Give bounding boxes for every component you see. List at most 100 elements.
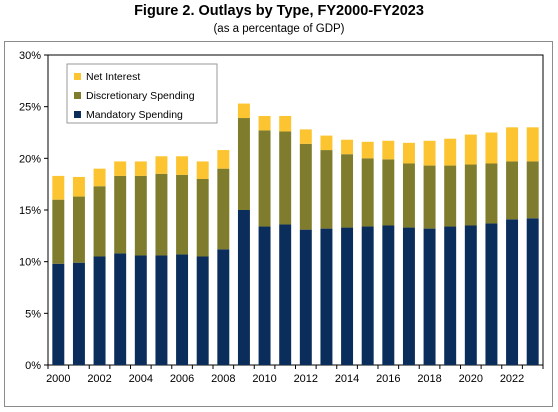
x-tick-label: 2006 <box>170 373 194 385</box>
x-tick-label: 2018 <box>417 373 441 385</box>
bar-discretionary-spending-2012 <box>299 143 312 230</box>
bar-discretionary-spending-2005 <box>155 173 168 256</box>
bar-net-interest-2008 <box>217 150 230 169</box>
bar-net-interest-2002 <box>93 168 106 187</box>
x-tick-label: 2014 <box>335 373 359 385</box>
bar-discretionary-spending-2007 <box>196 179 209 257</box>
bar-net-interest-2018 <box>423 140 436 166</box>
bar-net-interest-2000 <box>52 175 65 200</box>
bar-discretionary-spending-2018 <box>423 165 436 229</box>
legend-box <box>66 63 218 124</box>
bar-mandatory-spending-2006 <box>176 254 189 365</box>
x-tick-label: 2008 <box>211 373 235 385</box>
bar-discretionary-spending-2020 <box>464 164 477 226</box>
bar-mandatory-spending-2001 <box>72 262 85 365</box>
bar-discretionary-spending-2008 <box>217 168 230 250</box>
bar-net-interest-2022 <box>506 127 519 162</box>
y-tick-label: 25% <box>19 102 41 114</box>
bar-discretionary-spending-2016 <box>382 159 395 226</box>
bar-mandatory-spending-2021 <box>485 223 498 365</box>
chart-subtitle: (as a percentage of GDP) <box>213 23 345 35</box>
x-tick-label: 2020 <box>459 373 483 385</box>
bar-net-interest-2005 <box>155 156 168 174</box>
y-tick-label: 10% <box>19 257 41 269</box>
x-tick-label: 2002 <box>87 373 111 385</box>
bar-discretionary-spending-2019 <box>444 165 457 227</box>
chart-frame: 0% 5% 10% 15% 20% 25% 30% 2000 2002 2004 2006 2008 2… <box>4 41 553 407</box>
bar-mandatory-spending-2018 <box>423 228 436 365</box>
bar-mandatory-spending-2016 <box>382 225 395 365</box>
bar-net-interest-2009 <box>237 103 250 119</box>
y-tick-label: 5% <box>25 308 41 320</box>
bar-discretionary-spending-2013 <box>320 150 333 229</box>
bar-net-interest-2001 <box>72 176 85 197</box>
bar-discretionary-spending-2022 <box>506 161 519 220</box>
bar-mandatory-spending-2005 <box>155 255 168 365</box>
bar-mandatory-spending-2014 <box>341 227 354 365</box>
x-tick-label: 2016 <box>376 373 400 385</box>
bar-mandatory-spending-2007 <box>196 256 209 365</box>
x-tick-label: 2022 <box>500 373 524 385</box>
bar-mandatory-spending-2022 <box>506 219 519 365</box>
bar-mandatory-spending-2019 <box>444 226 457 365</box>
bar-net-interest-2013 <box>320 135 333 151</box>
bar-net-interest-2011 <box>279 115 292 132</box>
bar-mandatory-spending-2011 <box>279 224 292 365</box>
chart-title: Figure 2. Outlays by Type, FY2000-FY2023 <box>134 3 424 19</box>
bar-net-interest-2019 <box>444 138 457 166</box>
legend-swatch-discretionary-spending <box>74 92 81 99</box>
bar-net-interest-2006 <box>176 156 189 175</box>
bar-discretionary-spending-2000 <box>52 199 65 264</box>
bar-discretionary-spending-2009 <box>237 118 250 210</box>
bar-net-interest-2004 <box>134 161 147 176</box>
legend-swatch-mandatory-spending <box>74 111 81 118</box>
bar-discretionary-spending-2015 <box>361 158 374 227</box>
legend-swatch-net-interest <box>74 73 81 80</box>
bar-net-interest-2016 <box>382 140 395 160</box>
legend-label-mandatory-spending: Mandatory Spending <box>86 109 183 121</box>
bar-mandatory-spending-2012 <box>299 229 312 365</box>
bar-discretionary-spending-2003 <box>114 175 127 254</box>
legend-label-net-interest: Net Interest <box>86 71 140 83</box>
bar-net-interest-2007 <box>196 161 209 179</box>
y-tick-label: 20% <box>19 153 41 165</box>
legend-label-discretionary-spending: Discretionary Spending <box>86 90 195 102</box>
y-tick-label: 0% <box>25 360 41 372</box>
bar-mandatory-spending-2020 <box>464 225 477 365</box>
bar-mandatory-spending-2009 <box>237 210 250 365</box>
bar-mandatory-spending-2004 <box>134 255 147 365</box>
x-tick-label: 2000 <box>46 373 70 385</box>
y-tick-label: 15% <box>19 205 41 217</box>
bar-net-interest-2023 <box>526 127 539 162</box>
bar-mandatory-spending-2002 <box>93 256 106 365</box>
bar-mandatory-spending-2023 <box>526 218 539 365</box>
bar-net-interest-2012 <box>299 129 312 144</box>
y-tick-label: 30% <box>19 50 41 62</box>
bar-mandatory-spending-2000 <box>52 263 65 365</box>
x-tick-label: 2004 <box>129 373 153 385</box>
bar-discretionary-spending-2021 <box>485 163 498 224</box>
bar-discretionary-spending-2006 <box>176 174 189 255</box>
bar-mandatory-spending-2008 <box>217 249 230 365</box>
bar-discretionary-spending-2011 <box>279 131 292 225</box>
bar-mandatory-spending-2003 <box>114 253 127 365</box>
bar-discretionary-spending-2002 <box>93 186 106 257</box>
bar-mandatory-spending-2017 <box>402 227 415 365</box>
bar-net-interest-2015 <box>361 141 374 159</box>
bar-discretionary-spending-2014 <box>341 154 354 228</box>
bar-net-interest-2020 <box>464 134 477 165</box>
bar-discretionary-spending-2017 <box>402 163 415 228</box>
bar-net-interest-2003 <box>114 161 127 176</box>
bar-discretionary-spending-2004 <box>134 175 147 256</box>
bar-net-interest-2021 <box>485 132 498 164</box>
bar-discretionary-spending-2023 <box>526 161 539 219</box>
bar-net-interest-2017 <box>402 142 415 164</box>
x-tick-label: 2012 <box>294 373 318 385</box>
stacked-bar-chart: 0% 5% 10% 15% 20% 25% 30% 2000 2002 2004 2006 2008 2… <box>19 50 544 385</box>
bar-mandatory-spending-2013 <box>320 228 333 365</box>
bar-discretionary-spending-2010 <box>258 130 271 227</box>
bar-mandatory-spending-2010 <box>258 226 271 365</box>
bar-mandatory-spending-2015 <box>361 226 374 365</box>
bar-discretionary-spending-2001 <box>72 196 85 263</box>
x-tick-label: 2010 <box>252 373 276 385</box>
